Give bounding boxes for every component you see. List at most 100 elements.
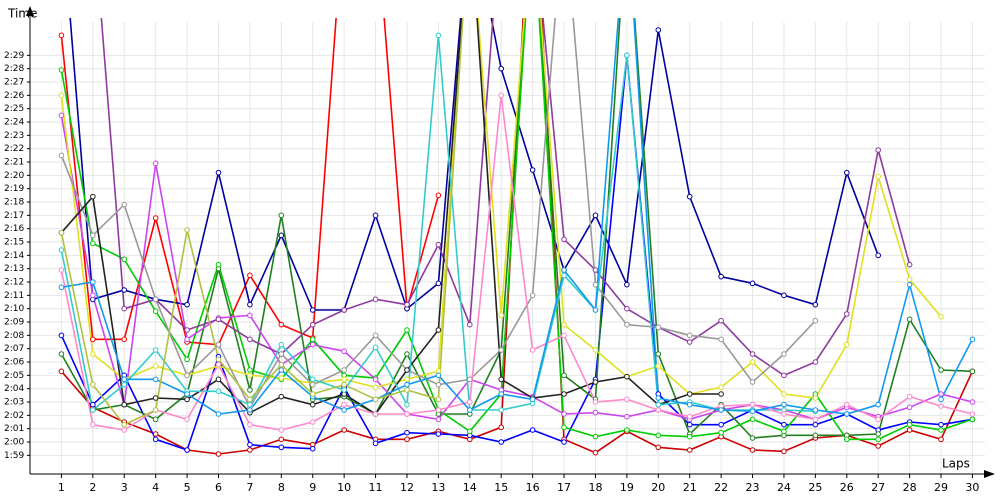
point [90,336,96,343]
y-tick-label: 2:10 [4,304,24,314]
y-tick-label: 2:18 [4,198,24,208]
point [152,376,159,383]
y-axis-label: Time [7,7,37,21]
y-tick-label: 2:15 [4,238,24,248]
point [843,341,850,348]
point [875,436,881,443]
point [247,301,253,308]
point [749,379,756,385]
point [372,411,379,417]
point [718,421,724,428]
point [121,421,128,428]
point [906,316,913,323]
point [372,376,379,383]
point [278,351,285,357]
x-tick-label: 30 [965,481,979,494]
point [749,280,756,287]
point [686,433,693,440]
point [906,427,913,433]
point [278,321,285,328]
point [215,356,222,363]
point [247,421,253,428]
point [184,336,190,343]
point [781,428,787,435]
point [404,301,410,308]
x-tick-label: 8 [278,481,285,494]
point [372,212,379,219]
point [592,267,599,273]
x-tick-label: 5 [184,481,191,494]
x-tick-label: 14 [463,481,477,494]
point [215,376,222,383]
point [624,413,630,420]
point [247,372,253,379]
y-tick-label: 2:23 [4,131,24,141]
point [435,416,442,423]
point [529,396,536,403]
point [215,169,222,176]
point [404,376,410,383]
x-tick-label: 17 [557,481,571,494]
point [592,281,599,288]
point [184,227,190,233]
point [247,336,253,343]
point [467,376,473,383]
point [592,433,599,440]
point [309,401,316,408]
point [372,396,379,403]
point [184,396,190,403]
point [875,443,881,449]
point [781,292,787,299]
point [938,427,944,433]
point [247,447,253,453]
point [561,391,567,397]
point [561,411,567,417]
point [435,241,442,248]
point [152,431,159,437]
point [467,399,473,405]
point [498,407,505,413]
point [718,317,724,324]
point [341,307,347,313]
point [215,451,222,457]
point [655,407,662,413]
point [781,401,787,408]
point [938,367,944,373]
point [749,447,756,453]
x-tick-label: 27 [871,481,885,494]
x-tick-label: 28 [903,481,917,494]
point [592,399,599,405]
point [781,391,787,397]
point [843,311,850,317]
point [655,324,662,331]
point [121,381,128,388]
point [906,404,913,411]
point [592,449,599,456]
point [749,351,756,357]
x-tick-label: 11 [369,481,383,494]
point [969,411,976,417]
point [184,416,190,423]
y-tick-label: 2:22 [4,144,24,154]
point [152,160,159,167]
y-tick-label: 2:29 [4,51,24,61]
point [309,445,316,452]
point [309,391,316,397]
point [90,279,96,285]
x-tick-label: 3 [121,481,128,494]
point [152,347,159,353]
point [121,256,128,263]
point [121,376,128,383]
point [58,152,65,159]
point [278,444,285,451]
point [341,427,347,433]
point [686,447,693,453]
point [90,351,96,357]
point [90,421,96,428]
point [875,431,881,437]
point [58,247,65,253]
point [624,281,630,288]
point [435,192,442,199]
point [121,427,128,433]
